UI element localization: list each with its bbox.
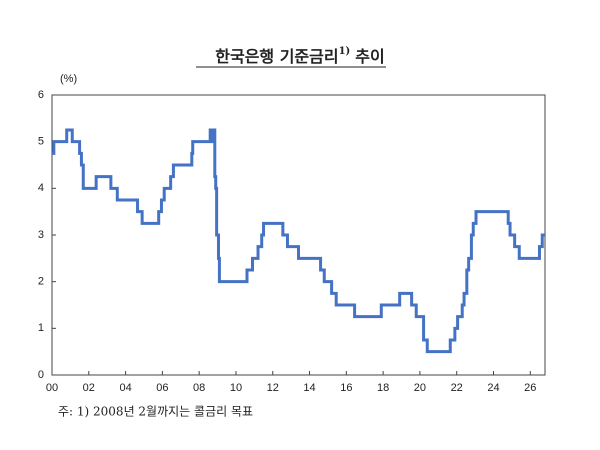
x-tick-label: 00 <box>46 382 58 394</box>
x-tick-label: 12 <box>267 382 279 394</box>
y-tick-label: 3 <box>38 229 44 241</box>
y-unit-label: (%) <box>60 73 77 85</box>
x-tick-label: 18 <box>377 382 389 394</box>
title-main: 한국은행 기준금리 <box>215 47 338 66</box>
y-tick-label: 4 <box>38 182 44 194</box>
chart-title: 한국은행 기준금리1) 추이 <box>215 46 385 66</box>
x-tick-label: 14 <box>303 382 315 394</box>
x-tick-label: 04 <box>119 382 131 394</box>
title-superscript: 1) <box>339 46 351 57</box>
y-tick-label: 5 <box>38 136 44 148</box>
x-tick-label: 10 <box>230 382 242 394</box>
x-tick-label: 20 <box>414 382 426 394</box>
x-tick-label: 08 <box>193 382 205 394</box>
y-tick-label: 0 <box>38 369 44 381</box>
y-tick-label: 6 <box>38 89 44 101</box>
x-tick-label: 26 <box>524 382 536 394</box>
x-tick-label: 22 <box>451 382 463 394</box>
x-tick-label: 24 <box>487 382 499 394</box>
title-suffix: 추이 <box>355 47 384 66</box>
footnote: 주: 1) 2008년 2월까지는 콜금리 목표 <box>58 405 253 419</box>
x-tick-label: 06 <box>156 382 168 394</box>
x-tick-label: 16 <box>340 382 352 394</box>
rate-line <box>52 128 545 354</box>
x-tick-label: 02 <box>83 382 95 394</box>
y-tick-label: 2 <box>38 276 44 288</box>
y-tick-label: 1 <box>38 322 44 334</box>
